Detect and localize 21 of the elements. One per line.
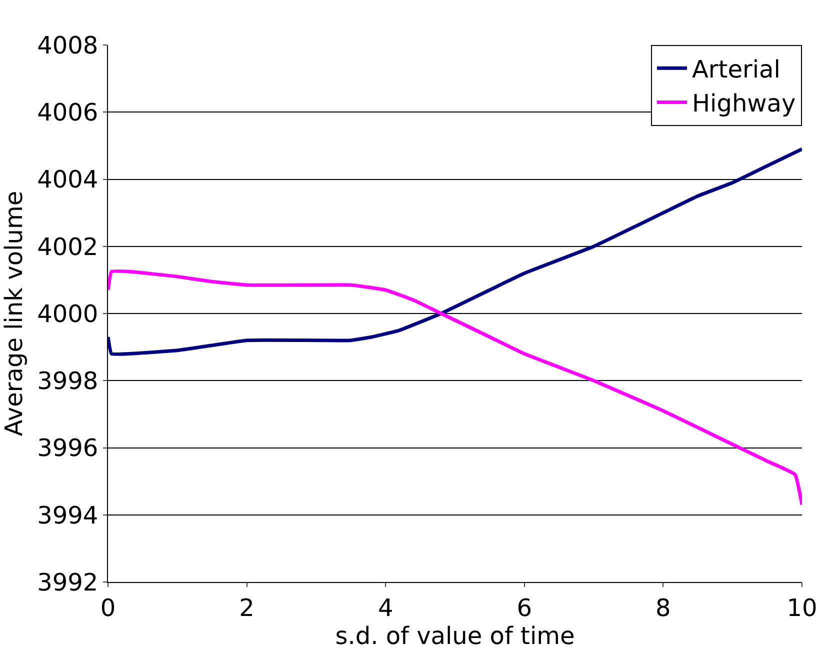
x-axis-title: s.d. of value of time [335,622,575,650]
y-tick-label: 3994 [37,501,98,530]
y-tick-label: 3998 [37,367,98,396]
y-tick-label: 4004 [37,166,98,194]
line-series [108,269,802,507]
x-tick-label: 2 [239,594,254,622]
x-tick-label: 4 [378,594,394,622]
x-tick-label: 0 [100,594,116,622]
y-tick-label: 4008 [37,31,98,60]
x-tick-label: 8 [656,594,671,622]
y-tick-label: 3992 [37,568,98,596]
y-axis-title: Average link volume [0,190,28,436]
y-tick-label: 4000 [37,300,98,328]
x-tick-label: 10 [786,594,818,622]
legend-label: Highway [692,90,796,118]
x-tick-label: 6 [516,594,532,622]
y-tick-label: 4002 [37,232,98,261]
line-series [108,147,802,356]
y-tick-label: 3996 [37,434,98,462]
y-tick-label: 4006 [37,98,98,127]
legend-label: Arterial [692,55,780,84]
